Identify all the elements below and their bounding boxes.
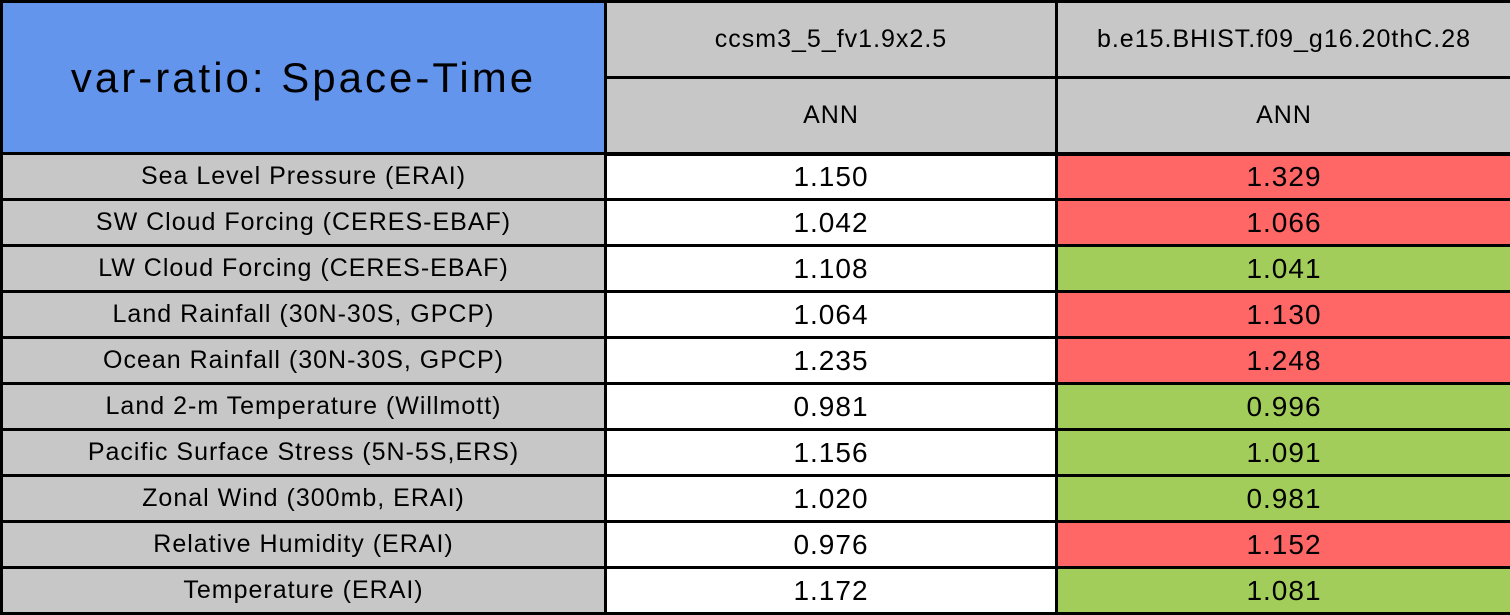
value-cell-model1: 1.172 <box>606 568 1057 614</box>
row-label: Relative Humidity (ERAI) <box>2 522 606 568</box>
table-row: Pacific Surface Stress (5N-5S,ERS) 1.156… <box>2 430 1510 476</box>
table-title: var-ratio: Space-Time <box>2 2 606 154</box>
row-label: Sea Level Pressure (ERAI) <box>2 154 606 200</box>
row-label: Temperature (ERAI) <box>2 568 606 614</box>
value-cell-model1: 1.235 <box>606 338 1057 384</box>
value-cell-model2: 1.081 <box>1057 568 1510 614</box>
column-subheader-season-2: ANN <box>1057 78 1510 154</box>
table-row: Land Rainfall (30N-30S, GPCP) 1.064 1.13… <box>2 292 1510 338</box>
value-cell-model1: 1.042 <box>606 200 1057 246</box>
value-cell-model2: 0.981 <box>1057 476 1510 522</box>
table-row: SW Cloud Forcing (CERES-EBAF) 1.042 1.06… <box>2 200 1510 246</box>
value-cell-model2: 1.066 <box>1057 200 1510 246</box>
column-subheader-season-1: ANN <box>606 78 1057 154</box>
value-cell-model1: 1.108 <box>606 246 1057 292</box>
value-cell-model1: 1.020 <box>606 476 1057 522</box>
value-cell-model2: 1.248 <box>1057 338 1510 384</box>
value-cell-model2: 1.152 <box>1057 522 1510 568</box>
row-label: Zonal Wind (300mb, ERAI) <box>2 476 606 522</box>
table-row: Land 2-m Temperature (Willmott) 0.981 0.… <box>2 384 1510 430</box>
row-label: Land 2-m Temperature (Willmott) <box>2 384 606 430</box>
value-cell-model2: 1.130 <box>1057 292 1510 338</box>
value-cell-model2: 1.329 <box>1057 154 1510 200</box>
value-cell-model1: 1.150 <box>606 154 1057 200</box>
table-row: Relative Humidity (ERAI) 0.976 1.152 <box>2 522 1510 568</box>
value-cell-model1: 0.976 <box>606 522 1057 568</box>
row-label: Pacific Surface Stress (5N-5S,ERS) <box>2 430 606 476</box>
column-header-model-2: b.e15.BHIST.f09_g16.20thC.28 <box>1057 2 1510 78</box>
table-row: LW Cloud Forcing (CERES-EBAF) 1.108 1.04… <box>2 246 1510 292</box>
table-row: Zonal Wind (300mb, ERAI) 1.020 0.981 <box>2 476 1510 522</box>
header-row-models: var-ratio: Space-Time ccsm3_5_fv1.9x2.5 … <box>2 2 1510 78</box>
row-label: Land Rainfall (30N-30S, GPCP) <box>2 292 606 338</box>
row-label: LW Cloud Forcing (CERES-EBAF) <box>2 246 606 292</box>
table-row: Ocean Rainfall (30N-30S, GPCP) 1.235 1.2… <box>2 338 1510 384</box>
value-cell-model2: 1.041 <box>1057 246 1510 292</box>
table-row: Temperature (ERAI) 1.172 1.081 <box>2 568 1510 614</box>
row-label: Ocean Rainfall (30N-30S, GPCP) <box>2 338 606 384</box>
value-cell-model1: 1.156 <box>606 430 1057 476</box>
table-row: Sea Level Pressure (ERAI) 1.150 1.329 <box>2 154 1510 200</box>
value-cell-model2: 0.996 <box>1057 384 1510 430</box>
value-cell-model1: 0.981 <box>606 384 1057 430</box>
row-label: SW Cloud Forcing (CERES-EBAF) <box>2 200 606 246</box>
column-header-model-1: ccsm3_5_fv1.9x2.5 <box>606 2 1057 78</box>
value-cell-model1: 1.064 <box>606 292 1057 338</box>
value-cell-model2: 1.091 <box>1057 430 1510 476</box>
